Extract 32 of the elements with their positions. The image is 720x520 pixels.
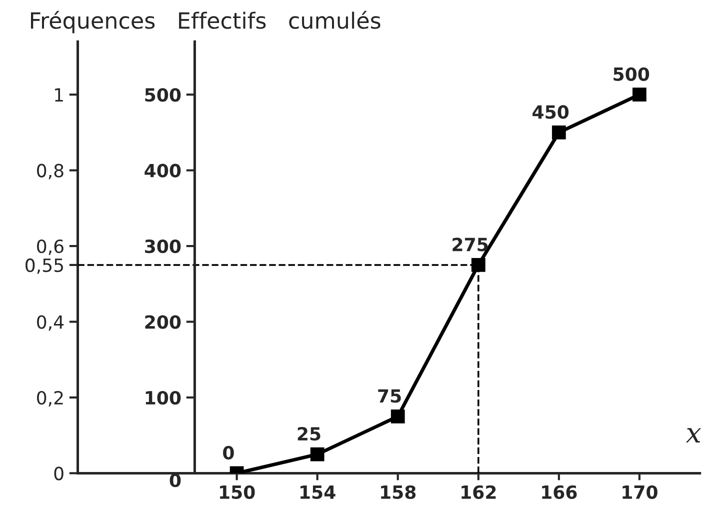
x-tick-label: 154 bbox=[300, 486, 336, 499]
y2-tick-label: 0 bbox=[170, 474, 181, 488]
y2-tick-label: 400 bbox=[144, 164, 181, 178]
x-tick-label: 162 bbox=[462, 485, 496, 499]
data-label: 450 bbox=[532, 105, 569, 119]
x-axis-title: x bbox=[686, 428, 702, 443]
x-tick-label: 170 bbox=[622, 485, 658, 499]
data-label: 0 bbox=[223, 446, 234, 460]
data-label: 500 bbox=[614, 67, 650, 81]
point bbox=[471, 258, 486, 272]
data-label: 75 bbox=[378, 389, 401, 403]
y-tick-label: 1 bbox=[55, 88, 63, 102]
point bbox=[552, 126, 566, 140]
x-tick-label: 158 bbox=[381, 485, 416, 499]
point bbox=[632, 88, 646, 102]
data-label: 25 bbox=[298, 426, 320, 441]
y-tick-label: 0,6 bbox=[37, 240, 64, 255]
point bbox=[310, 447, 324, 462]
x-tick-label: 150 bbox=[220, 485, 255, 499]
y-tick-label: 0 bbox=[54, 466, 64, 480]
data-label: 275 bbox=[452, 238, 488, 252]
y2-tick-label: 200 bbox=[145, 315, 181, 329]
y-tick-label: 0,2 bbox=[37, 390, 63, 406]
y-tick-label: 0,4 bbox=[37, 315, 64, 331]
y2-tick-label: 100 bbox=[146, 390, 181, 405]
point bbox=[390, 409, 405, 424]
chart-title: Fréquences Effectifs cumulés bbox=[30, 10, 380, 34]
y2-tick-label: 300 bbox=[145, 240, 181, 254]
y2-tick-label: 500 bbox=[145, 88, 181, 102]
x-tick-label: 166 bbox=[542, 485, 577, 499]
y-tick-label: 0,55 bbox=[26, 258, 63, 274]
y-tick-label: 0,8 bbox=[37, 164, 64, 180]
